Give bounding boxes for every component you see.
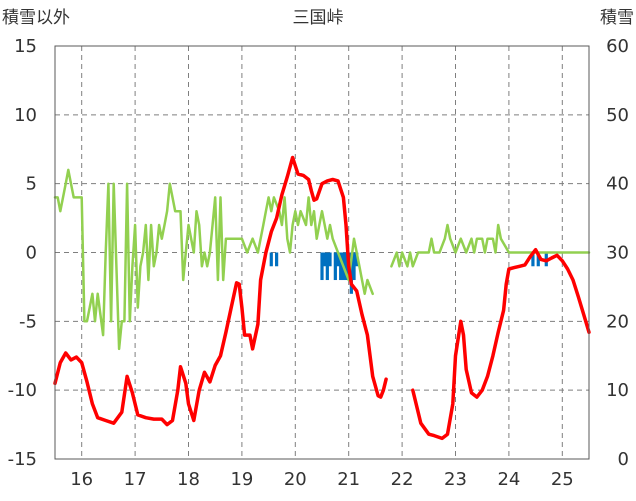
y-left-tick-label: -15 <box>8 449 37 470</box>
x-tick-label: 16 <box>70 469 93 490</box>
snow-bar <box>355 252 359 267</box>
x-tick-label: 18 <box>177 469 200 490</box>
x-tick-label: 25 <box>551 469 574 490</box>
snow-bar <box>275 252 279 267</box>
snow-bar <box>269 252 273 267</box>
snow-bar <box>323 252 327 267</box>
red-series-line <box>411 247 591 441</box>
y-left-tick-label: 15 <box>14 36 37 57</box>
plot-area: 15 60 10 50 5 40 0 30 -5 20 -10 10 -15 0 16 17 18 19 20 21 2… <box>8 36 629 490</box>
y-left-tick-label: 0 <box>26 243 37 264</box>
y-right-tick-label: 0 <box>618 449 629 470</box>
y-right-tick-label: 30 <box>606 243 629 264</box>
y-right-tick-label: 60 <box>606 36 629 57</box>
y-right-tick-label: 20 <box>606 311 629 332</box>
x-tick-label: 21 <box>337 469 360 490</box>
plot-frame <box>54 45 590 460</box>
x-tick-label: 23 <box>444 469 467 490</box>
y-left-tick-label: 5 <box>26 174 37 195</box>
red-series-line <box>53 155 388 427</box>
snow-bar <box>344 252 348 281</box>
x-tick-label: 20 <box>284 469 307 490</box>
x-tick-label: 22 <box>391 469 414 490</box>
chart-labels: 積雪以外 三国峠 積雪 <box>2 8 634 28</box>
y-left-tick-label: -10 <box>8 380 37 401</box>
y-right-tick-label: 50 <box>606 105 629 126</box>
x-tick-label: 24 <box>497 469 520 490</box>
right-axis-label: 積雪 <box>600 8 634 28</box>
snow-bar <box>336 252 340 267</box>
snow-bar <box>328 252 332 267</box>
left-axis-label: 積雪以外 <box>2 8 70 28</box>
snow-bar <box>333 252 337 281</box>
x-tick-label: 17 <box>124 469 147 490</box>
snow-bar <box>536 252 540 267</box>
y-right-tick-label: 10 <box>606 380 629 401</box>
chart-title: 三国峠 <box>293 8 344 28</box>
y-left-tick-label: -5 <box>19 311 37 332</box>
snow-bar <box>339 252 343 281</box>
snow-bar <box>325 252 329 281</box>
snow-bar <box>531 252 535 267</box>
y-right-tick-label: 40 <box>606 174 629 195</box>
x-tick-label: 19 <box>230 469 253 490</box>
y-left-tick-label: 10 <box>14 105 37 126</box>
snow-bar <box>352 252 356 281</box>
snow-bar <box>320 252 324 281</box>
green-series-line <box>53 168 374 351</box>
